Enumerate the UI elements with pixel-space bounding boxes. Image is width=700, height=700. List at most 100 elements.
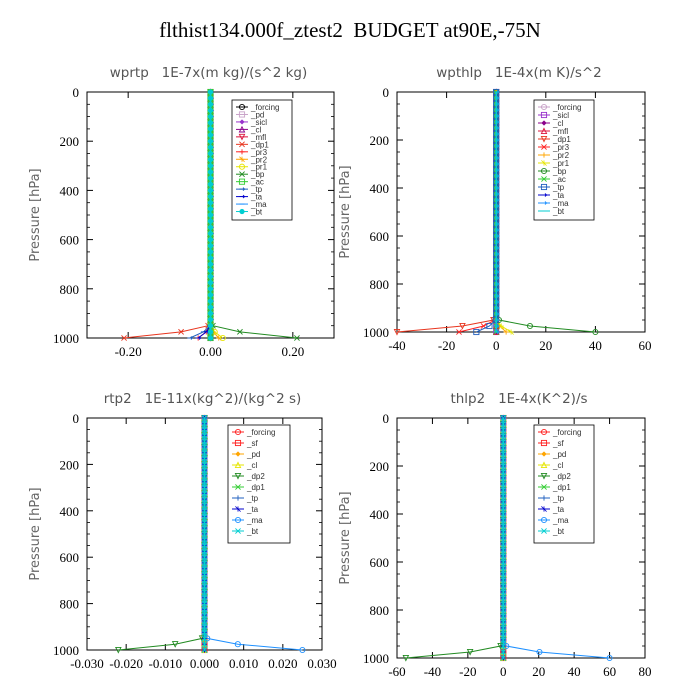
data-point	[207, 212, 214, 218]
data-point	[500, 631, 507, 637]
legend-swatch-marker	[540, 183, 548, 191]
legend-swatch-marker	[540, 516, 548, 524]
legend-swatch-marker	[541, 451, 547, 457]
legend-swatch-marker	[239, 171, 245, 178]
legend-swatch-marker	[234, 439, 242, 447]
legend-swatch-marker	[239, 119, 245, 125]
y-tick-label: 1000	[363, 325, 389, 340]
y-axis-label: Pressure [hPa]	[338, 165, 353, 258]
figure-title: flthist134.000f_ztest2 BUDGET at90E,-75N	[159, 18, 541, 42]
series-bt	[493, 91, 499, 333]
legend-label: _sicl	[552, 111, 569, 120]
data-point	[294, 335, 300, 341]
legend-label: _dp1	[552, 483, 571, 492]
legend-swatch-marker	[540, 127, 548, 135]
legend-swatch-marker	[234, 461, 242, 469]
data-point	[207, 150, 214, 157]
panel-title: wprtp 1E-7x(m kg)/(s^2 kg)	[110, 65, 308, 81]
data-point	[207, 323, 214, 329]
data-point	[207, 181, 214, 187]
legend-label: _dp1	[250, 140, 269, 149]
data-point	[187, 336, 194, 340]
legend-swatch-marker	[234, 472, 242, 480]
series-line	[118, 418, 205, 651]
y-tick-label: 0	[383, 85, 390, 100]
legend-label: _bt	[250, 208, 263, 217]
legend-swatch-marker	[235, 495, 241, 501]
legend-label: _pd	[552, 450, 566, 459]
legend-swatch-marker	[238, 125, 246, 133]
data-point	[500, 619, 507, 625]
data-point	[500, 517, 507, 523]
data-point	[500, 421, 507, 427]
legend-box	[533, 99, 595, 221]
y-axis-label: Pressure [hPa]	[28, 487, 43, 580]
legend-swatch-marker	[541, 484, 547, 490]
legend-swatch-marker	[541, 176, 547, 182]
legend-label: _bt	[246, 527, 259, 536]
legend-entry-pr3: _pr3	[538, 143, 570, 152]
data-point	[201, 531, 208, 537]
series-dp1	[121, 89, 214, 341]
legend-entry-ma: _ma	[236, 200, 267, 209]
x-tick-label: -0.20	[115, 344, 142, 359]
y-tick-label: 400	[60, 183, 80, 198]
data-point	[207, 261, 214, 267]
legend-swatch-marker	[239, 141, 245, 148]
panel-title: wpthlp 1E-4x(m K)/s^2	[436, 65, 602, 81]
data-point	[201, 612, 208, 619]
data-point	[500, 469, 507, 475]
x-tick-label: 0.010	[229, 656, 258, 671]
data-point	[201, 647, 208, 653]
data-point	[201, 519, 208, 526]
data-point	[201, 542, 208, 549]
x-tick-label: -0.020	[109, 656, 143, 671]
legend-box	[533, 424, 595, 544]
data-point	[500, 655, 507, 661]
legend-entry-sicl: _sicl	[538, 111, 569, 120]
legend-swatch-marker	[540, 428, 548, 436]
y-tick-label: 200	[60, 457, 80, 472]
y-tick-label: 400	[370, 507, 390, 522]
legend: _forcing_pd_sicl_cl_mfl_dp1_pr3_pr2_pr1_…	[231, 99, 293, 221]
legend-swatch-marker	[235, 451, 241, 457]
legend-label: _pr2	[250, 155, 268, 164]
legend-entry-dp1: _dp1	[538, 483, 571, 492]
x-tick-label: 40	[589, 338, 602, 353]
y-tick-label: 200	[60, 134, 80, 149]
legend-swatch-marker	[235, 528, 241, 534]
legend-label: _ma	[552, 516, 569, 525]
data-point	[500, 583, 507, 589]
data-point	[207, 126, 214, 132]
data-point	[207, 224, 214, 230]
legend-label: _forcing	[552, 428, 581, 437]
data-point	[466, 648, 474, 656]
legend: _forcing_sicl_cl_mfl_dp1_pr3_pr2_pr1_bp_…	[533, 99, 595, 221]
legend-entry-mfl: _mfl	[538, 127, 568, 136]
legend-label: _pd	[246, 450, 260, 459]
data-point	[195, 336, 202, 340]
y-tick-label: 800	[370, 603, 390, 618]
x-tick-label: 0.000	[190, 656, 219, 671]
legend: _forcing _sf _pd _cl _dp2 _dp1 _tp _ta _ma _bt	[533, 424, 595, 544]
data-point	[219, 334, 226, 342]
legend-entry-ta: _ta	[236, 193, 263, 202]
x-tick-label: 60	[639, 338, 652, 353]
data-point	[500, 643, 507, 649]
y-tick-label: 600	[60, 550, 80, 565]
legend-swatch-marker	[540, 135, 548, 143]
data-point	[207, 107, 214, 114]
legend-entry-bp: _bp	[538, 167, 567, 176]
data-point	[201, 484, 208, 491]
data-point	[500, 475, 507, 481]
legend-label: _mfl	[552, 127, 568, 136]
legend-swatch-marker	[234, 428, 242, 436]
legend-label: _ma	[552, 199, 569, 208]
data-point	[201, 467, 208, 474]
legend-swatch-marker	[541, 528, 547, 534]
legend-entry-pr1: _pr1	[538, 159, 570, 168]
legend-entry-pd: _pd	[232, 450, 260, 459]
series-bt	[500, 415, 507, 661]
legend-entry-dp2: _dp2	[232, 472, 265, 481]
legend-entry-pd: _pd	[538, 450, 566, 459]
